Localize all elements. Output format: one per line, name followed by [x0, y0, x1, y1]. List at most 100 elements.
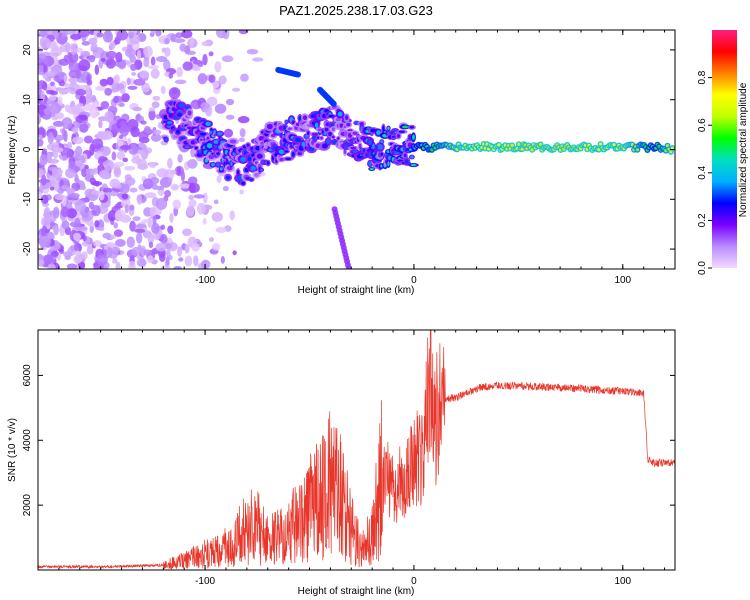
heat-blob — [189, 36, 194, 48]
heat-blob — [59, 179, 64, 187]
heat-blob — [100, 100, 110, 110]
heat-blob — [187, 176, 198, 185]
heat-blob — [64, 82, 70, 89]
heat-blob — [95, 85, 107, 91]
heat-blob — [98, 169, 110, 179]
heat-blob — [89, 225, 94, 234]
heat-blob — [159, 233, 168, 244]
colorbar-tick-label: 0.4 — [697, 165, 708, 179]
heat-core — [254, 172, 259, 177]
heat-blob — [114, 209, 127, 222]
heat-blob — [193, 194, 205, 199]
heat-blob — [121, 93, 130, 103]
heat-blob — [225, 98, 235, 106]
heat-blob — [43, 254, 54, 266]
heat-blob — [81, 40, 91, 46]
heat-blob — [231, 87, 241, 92]
heat-core — [328, 131, 332, 137]
heat-blob — [188, 194, 194, 200]
heat-blob — [202, 192, 208, 204]
heat-blob — [105, 50, 117, 59]
heat-blob — [102, 159, 115, 172]
heat-blob — [214, 61, 222, 73]
heat-blob — [122, 125, 134, 132]
heat-blob — [128, 31, 135, 37]
heat-blob — [68, 161, 76, 170]
heat-blob — [81, 36, 87, 42]
heat-blob — [165, 256, 170, 266]
heat-blob — [38, 68, 41, 75]
snr-series — [38, 330, 675, 570]
heat-blob — [152, 129, 162, 135]
snr-axes: -100 0 100 2000 4000 6000 — [22, 330, 675, 587]
heat-core — [382, 125, 385, 132]
heat-core — [187, 110, 192, 116]
heat-blob — [89, 106, 99, 119]
heat-blob — [147, 232, 155, 245]
heat-blob — [181, 30, 193, 39]
heat-core — [409, 125, 415, 129]
heat-blob — [89, 169, 95, 176]
heat-blob — [150, 133, 162, 142]
heat-core — [412, 134, 415, 140]
heat-blob — [111, 151, 117, 161]
heat-blob — [48, 94, 57, 101]
heat-blob — [127, 85, 138, 90]
heat-blob — [129, 204, 135, 211]
heat-blob — [68, 69, 79, 79]
heat-blob — [38, 115, 42, 125]
heatmap-blobs — [38, 30, 675, 269]
heat-blob — [49, 210, 59, 215]
heat-core — [410, 155, 414, 159]
heat-blob — [208, 51, 214, 57]
heat-blob — [168, 254, 173, 261]
heat-blob — [168, 87, 181, 100]
heat-blob — [74, 199, 86, 212]
heat-blob — [202, 218, 207, 225]
heat-blob — [186, 204, 195, 217]
heat-blob — [144, 192, 157, 199]
heat-blob — [88, 201, 95, 210]
heat-core — [376, 130, 381, 135]
heat-blob — [232, 250, 237, 256]
heat-blob — [65, 187, 76, 194]
heat-blob — [102, 232, 112, 239]
heat-blob — [170, 183, 179, 191]
heat-core — [398, 130, 405, 133]
colorbar-tick-label: 0.2 — [697, 213, 708, 227]
heat-blob — [141, 219, 150, 224]
heat-blob — [167, 177, 173, 183]
heat-blob — [188, 182, 196, 194]
heat-core — [164, 137, 168, 142]
heat-blob — [40, 90, 45, 102]
heat-blob — [149, 161, 157, 169]
heat-blob — [44, 70, 57, 77]
heat-blob — [38, 138, 44, 147]
heat-core — [249, 178, 254, 181]
y-tick-label: -10 — [22, 192, 33, 207]
heat-blob — [177, 154, 183, 163]
heat-core — [403, 153, 407, 158]
spectrogram-xlabel: Height of straight line (km) — [298, 285, 415, 296]
heat-blob — [70, 43, 77, 56]
heat-blob — [180, 170, 185, 182]
heat-core — [301, 141, 306, 147]
heat-blob — [216, 175, 222, 184]
heat-blob — [49, 186, 55, 191]
heat-blob — [83, 135, 93, 144]
heat-blob — [58, 81, 66, 87]
heat-blob — [229, 210, 235, 221]
snr-line — [38, 330, 675, 570]
heat-blob — [86, 245, 94, 255]
heat-core — [396, 133, 401, 138]
heat-core — [358, 143, 362, 149]
heat-blob — [193, 255, 199, 267]
snr-xlabel: Height of straight line (km) — [298, 586, 415, 597]
heat-core — [402, 125, 409, 129]
heat-core — [391, 135, 395, 138]
heat-blob — [80, 50, 91, 57]
heat-blob — [40, 194, 49, 204]
heat-blob — [94, 64, 100, 76]
